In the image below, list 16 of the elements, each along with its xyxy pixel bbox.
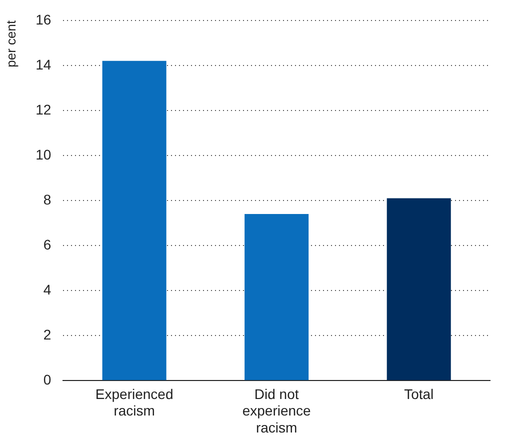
y-tick-label: 12 — [36, 101, 52, 118]
y-tick-label: 14 — [36, 56, 52, 72]
x-tick-label: Did not experience racism — [242, 386, 312, 436]
y-axis-title: per cent — [3, 20, 18, 68]
y-tick-label: 0 — [43, 371, 52, 388]
y-tick-label: 10 — [36, 146, 52, 162]
x-tick-label: Experienced racism — [95, 386, 174, 419]
y-tick-label: 8 — [43, 191, 52, 208]
y-tick-label: 2 — [43, 326, 52, 342]
bar — [244, 214, 309, 380]
x-tick-label: Total — [404, 386, 434, 402]
y-tick-label: 16 — [36, 11, 52, 28]
y-tick-label: 6 — [43, 236, 52, 252]
bar — [102, 60, 166, 380]
bar — [386, 198, 451, 380]
y-tick-label: 4 — [43, 281, 52, 298]
